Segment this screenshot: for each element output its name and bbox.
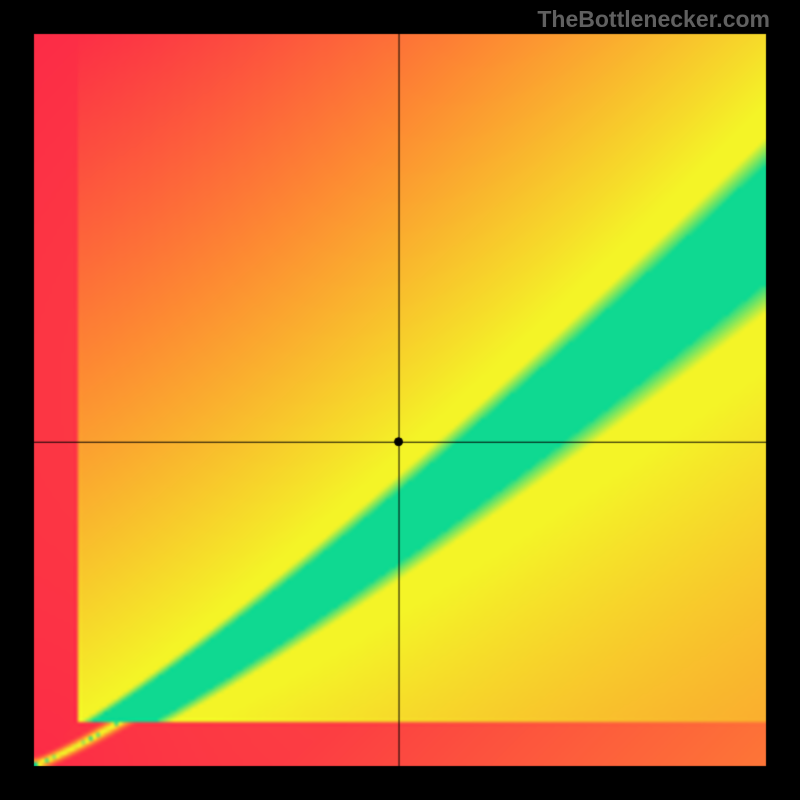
watermark-label: TheBottlenecker.com bbox=[537, 6, 770, 33]
bottleneck-heatmap bbox=[0, 0, 800, 800]
